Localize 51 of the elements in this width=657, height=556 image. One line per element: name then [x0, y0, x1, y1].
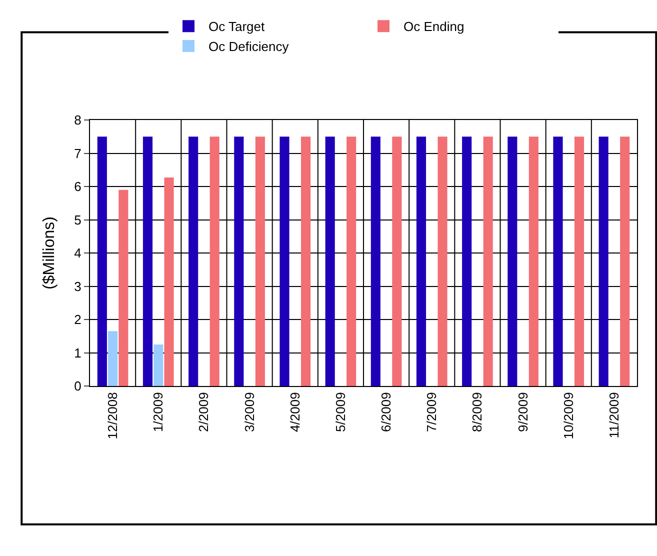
y-tick-label: 0 [74, 378, 82, 394]
x-tick-label: 8/2009 [470, 392, 485, 432]
bar [154, 344, 164, 386]
x-tick-label: 12/2008 [105, 392, 120, 440]
bar [188, 136, 198, 386]
legend-label: Oc Deficiency [208, 39, 290, 54]
x-tick-label: 9/2009 [515, 392, 530, 432]
bar [142, 136, 153, 386]
y-tick-label: 3 [74, 278, 82, 294]
bar [108, 331, 118, 386]
bar [508, 136, 518, 386]
legend-label: Oc Ending [404, 19, 464, 34]
bar [164, 178, 174, 386]
y-tick-label: 2 [74, 312, 82, 328]
bar [118, 190, 128, 386]
bar [574, 136, 584, 386]
x-tick-label: 11/2009 [606, 392, 622, 438]
bar [392, 136, 402, 386]
bar [370, 136, 380, 386]
x-tick-label: 10/2009 [560, 392, 576, 440]
bar [620, 136, 630, 386]
bar [553, 136, 563, 386]
y-tick-label: 1 [74, 345, 82, 360]
y-tick-label: 6 [74, 179, 82, 194]
y-tick-label: 5 [74, 212, 82, 228]
bar [210, 136, 220, 386]
bar [483, 136, 493, 386]
x-tick-label: 6/2009 [378, 392, 394, 432]
x-tick-label: 4/2009 [287, 392, 302, 432]
y-axis-title: ($Millions) [41, 216, 58, 290]
bar [325, 136, 335, 386]
legend-label: Oc Target [208, 19, 266, 34]
bar [598, 136, 608, 386]
bar [462, 136, 472, 386]
x-tick-label: 1/2009 [150, 392, 166, 432]
x-tick-label: 3/2009 [242, 392, 257, 432]
bar [280, 136, 290, 386]
bar [300, 136, 311, 386]
x-tick-label: 2/2009 [196, 392, 212, 432]
bar [346, 136, 356, 386]
x-tick-label: 7/2009 [424, 392, 440, 432]
y-tick-label: 4 [74, 246, 82, 261]
x-tick-label: 5/2009 [332, 392, 348, 432]
bar [97, 136, 107, 386]
y-tick-label: 8 [74, 112, 82, 128]
bar [255, 136, 265, 386]
y-tick-label: 7 [74, 146, 82, 161]
bar [234, 136, 244, 386]
bar [438, 136, 448, 386]
bar [528, 136, 538, 386]
bar [416, 136, 426, 386]
